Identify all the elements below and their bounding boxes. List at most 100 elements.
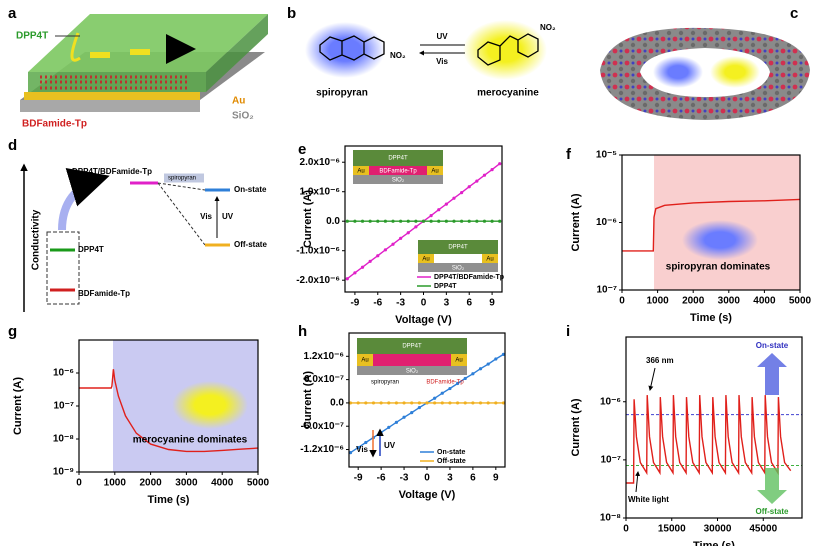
marker — [387, 425, 391, 429]
legend-label: DPP4T — [434, 283, 457, 290]
x-tick-label: 30000 — [704, 524, 732, 535]
uv: UV — [436, 32, 448, 41]
panel-label: e — [298, 141, 306, 158]
marker — [399, 236, 403, 240]
inset-text: SiO₂ — [406, 369, 419, 375]
vis: Vis — [200, 212, 212, 221]
x-axis-label: Voltage (V) — [399, 489, 456, 501]
marker — [498, 162, 502, 166]
marker — [364, 440, 368, 445]
marker — [429, 214, 433, 218]
x-axis-label: Time (s) — [693, 540, 735, 546]
panel-label: a — [8, 5, 17, 22]
panel-label: i — [566, 323, 570, 340]
x-tick-label: 1000 — [104, 478, 127, 489]
panel-c: c — [600, 5, 810, 120]
x-tick-label: 3 — [447, 473, 453, 484]
marker — [501, 401, 506, 405]
layer — [482, 254, 498, 263]
x-tick-label: 0 — [76, 478, 82, 489]
inset-text: SiO₂ — [392, 178, 405, 184]
molecule — [477, 33, 539, 66]
marker — [360, 219, 365, 223]
x-tick-label: 1000 — [646, 296, 669, 307]
uv: UV — [384, 441, 396, 450]
layer — [353, 175, 443, 184]
marker — [345, 219, 349, 223]
marker — [471, 372, 475, 376]
marker — [414, 225, 418, 229]
marker — [368, 219, 372, 223]
panel-label: d — [8, 137, 17, 154]
marker — [452, 219, 456, 223]
layer — [357, 354, 373, 366]
marker — [371, 401, 376, 405]
inset-e-bottom: DPP4T Au Au SiO₂ — [418, 240, 498, 272]
glow — [172, 381, 248, 429]
inset-text: BDFamide-Tp — [426, 380, 464, 386]
dpp4t-side — [206, 14, 268, 92]
marker — [444, 202, 448, 206]
x-tick-label: -6 — [377, 473, 386, 484]
inset-text: DPP4T — [402, 344, 422, 350]
uv: UV — [222, 212, 234, 221]
y-tick-label: -1.0x10⁻⁶ — [296, 245, 340, 256]
y-tick-label: 10⁻⁶ — [600, 396, 621, 407]
marker — [455, 401, 460, 405]
y-tick-label: 1.0x10⁻⁶ — [300, 186, 340, 197]
note: White light — [628, 495, 669, 504]
x-tick-label: 15000 — [658, 524, 686, 535]
y-axis-label: Current (A) — [570, 398, 582, 456]
marker — [486, 362, 490, 366]
vis: Vis — [436, 57, 448, 66]
marker — [364, 401, 368, 405]
down-arrow — [757, 468, 787, 504]
x-tick-label: 9 — [489, 298, 495, 309]
no2: NO₂ — [390, 51, 406, 60]
layer — [357, 366, 467, 375]
inset-h: DPP4T Au Au SiO₂ spiropyran BDFamide-Tp — [357, 338, 467, 386]
panel-d: d Conductivity DPP4T BDFamide-Tp DPP4T/B… — [8, 137, 267, 312]
y-axis-label: Current (A) — [12, 377, 24, 435]
x-tick-label: 9 — [493, 473, 499, 484]
name: spiropyran — [316, 88, 368, 99]
panel-a: a DPP4T Au BDFamide-Tp SiO₂ — [8, 5, 268, 130]
marker — [356, 401, 360, 405]
arrow-label: spiropyran — [168, 176, 196, 182]
y-tick-label: 2.0x10⁻⁶ — [300, 157, 340, 168]
y-tick-label: -1.2x10⁻⁶ — [300, 444, 344, 455]
level-label: DPP4T — [78, 245, 104, 254]
inset-text: BDFamide-Tp — [379, 169, 417, 175]
marker — [353, 271, 357, 275]
label-au: Au — [232, 96, 245, 107]
inset-text: SiO₂ — [452, 266, 465, 272]
marker — [394, 401, 399, 405]
y-tick-label: -2.0x10⁻⁶ — [296, 275, 340, 286]
marker — [417, 405, 421, 410]
label-dpp4t: DPP4T — [16, 31, 48, 42]
transport-arrows — [90, 49, 190, 55]
y-tick-label: -6.0x10⁻⁷ — [301, 421, 344, 432]
marker — [376, 254, 380, 258]
x-tick-label: -9 — [354, 473, 363, 484]
y-tick-label: 10⁻⁶ — [53, 368, 74, 379]
x-axis-label: Time (s) — [690, 312, 732, 324]
legend-label: Off-state — [437, 458, 466, 465]
substrate-front — [20, 100, 200, 112]
molecule — [319, 35, 385, 61]
marker — [486, 401, 490, 405]
layer — [427, 166, 443, 175]
marker — [383, 219, 387, 223]
marker — [460, 219, 464, 223]
marker — [402, 415, 406, 419]
marker — [475, 219, 479, 223]
marker — [394, 420, 399, 424]
glow — [305, 22, 385, 78]
note-arrow — [648, 367, 656, 391]
note: On-state — [756, 341, 789, 350]
marker — [345, 277, 349, 281]
curved-arrow — [70, 32, 81, 62]
marker — [467, 185, 471, 189]
x-tick-label: -6 — [373, 298, 382, 309]
